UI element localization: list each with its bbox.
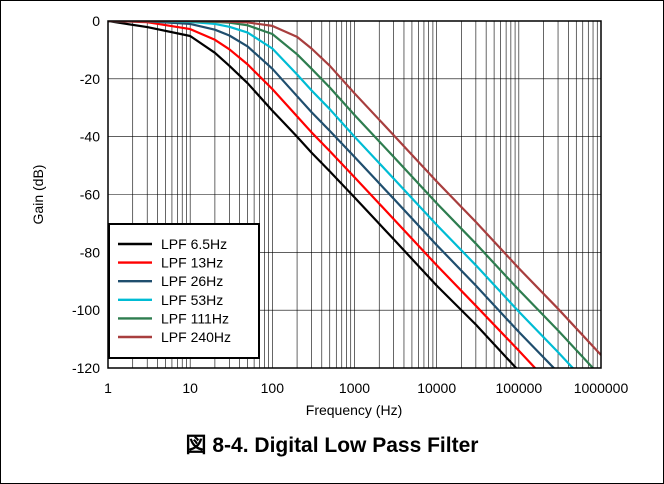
y-tick-label: -40 (80, 129, 100, 145)
legend-label: LPF 111Hz (161, 310, 229, 326)
x-tick-label: 1000000 (574, 380, 629, 396)
y-tick-label: -100 (72, 302, 100, 318)
plot-border (107, 20, 602, 369)
y-tick-label: -60 (80, 187, 100, 203)
legend-label: LPF 240Hz (161, 329, 231, 345)
series-line-lpf-13hz (108, 21, 537, 368)
x-tick-labels: 1 10 100 1000 10000 100000 1000000 (104, 380, 628, 396)
x-tick-label: 10 (182, 380, 198, 396)
y-tick-label: -120 (72, 360, 100, 376)
y-tick-label: -80 (80, 244, 100, 260)
y-tick-label: 0 (92, 13, 100, 29)
chart: 1 10 100 1000 10000 100000 1000000 0 -20 -40 -60 -… (30, 13, 628, 418)
legend-label: LPF 26Hz (161, 273, 223, 289)
y-tick-labels: 0 -20 -40 -60 -80 -100 -120 (72, 13, 100, 376)
figure-caption: 図 8-4. Digital Low Pass Filter (185, 434, 479, 457)
x-tick-label: 100000 (495, 380, 542, 396)
series-line-lpf-6-5hz (108, 21, 518, 368)
x-tick-label: 10000 (417, 380, 456, 396)
legend-label: LPF 13Hz (161, 255, 223, 271)
legend-label: LPF 53Hz (161, 292, 223, 308)
x-tick-label: 1000 (339, 380, 370, 396)
series-line-lpf-53hz (108, 21, 575, 368)
x-tick-label: 1 (104, 380, 112, 396)
legend-box (108, 223, 260, 359)
series-line-lpf-26hz (108, 21, 556, 368)
y-axis-label: Gain (dB) (30, 165, 46, 225)
legend: LPF 6.5Hz LPF 13Hz LPF 26Hz LPF 53Hz LPF 111… (108, 223, 260, 359)
y-tick-label: -20 (80, 71, 100, 87)
x-tick-label: 100 (261, 380, 285, 396)
legend-label: LPF 6.5Hz (161, 236, 227, 252)
x-axis-label: Frequency (Hz) (306, 402, 402, 418)
